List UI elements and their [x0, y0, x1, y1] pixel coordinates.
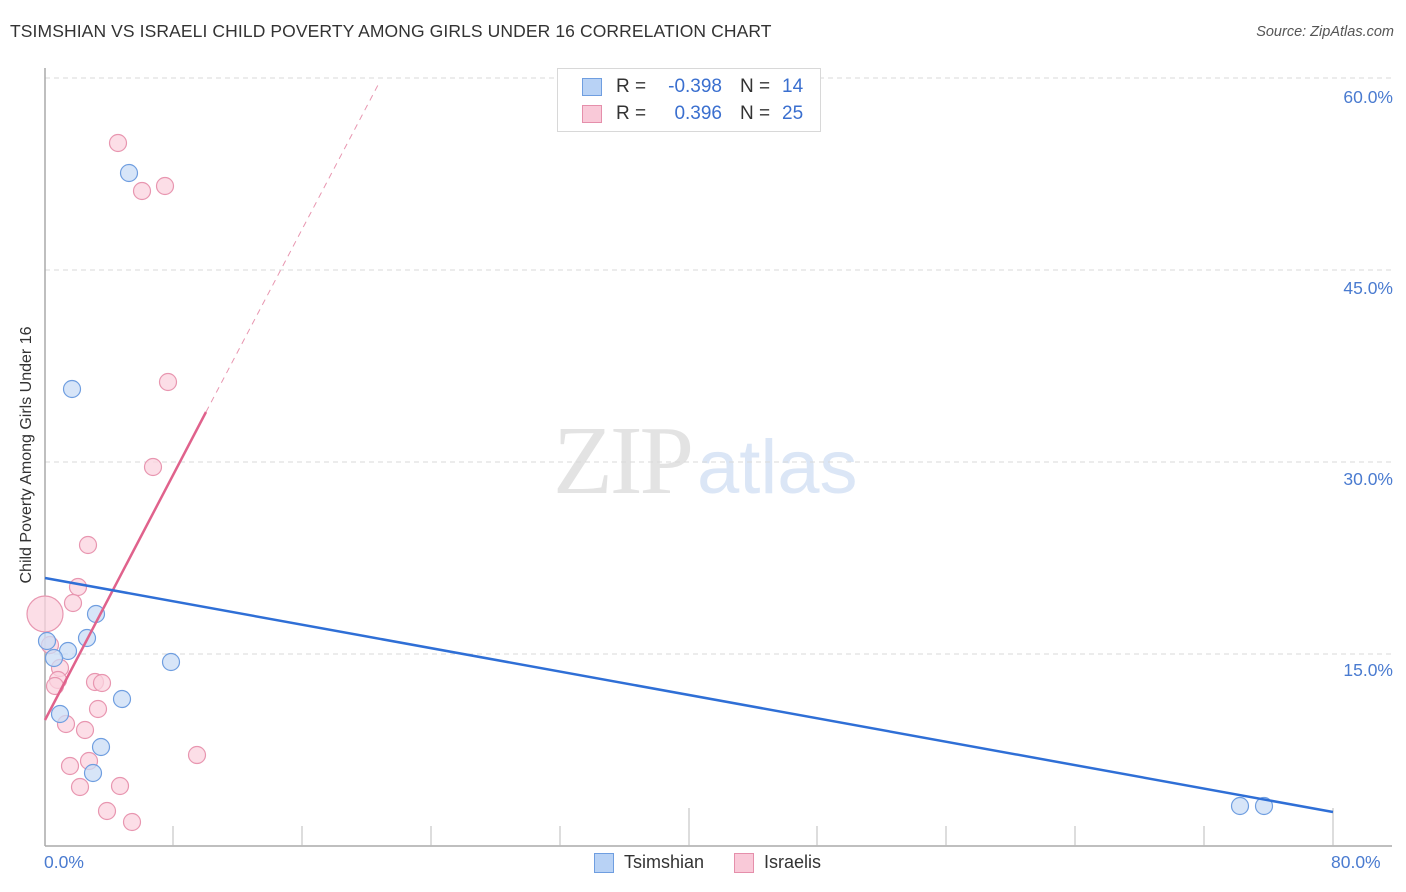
data-point[interactable] — [112, 689, 132, 709]
r-value: -0.398 — [668, 76, 722, 97]
y-tick-60: 60.0% — [1343, 87, 1393, 107]
r-label: R = — [616, 103, 647, 124]
watermark-atlas: atlas — [697, 425, 858, 510]
data-point[interactable] — [83, 763, 103, 783]
data-point[interactable] — [63, 593, 83, 613]
source-label: Source: ZipAtlas.com — [1256, 24, 1394, 40]
y-axis-label: Child Poverty Among Girls Under 16 — [18, 326, 35, 584]
data-point[interactable] — [60, 756, 80, 776]
n-value: 25 — [782, 103, 804, 124]
data-point[interactable] — [1254, 796, 1274, 816]
israelis-points — [26, 133, 207, 832]
tsimshian-swatch — [582, 78, 602, 96]
data-point[interactable] — [108, 133, 128, 153]
n-label: N = — [740, 76, 771, 97]
trend-lines — [43, 84, 1334, 814]
correlation-legend: R = -0.398 N = 14 R = 0.396 N = 25 — [557, 68, 821, 132]
series-legend: Tsimshian Israelis — [594, 852, 851, 873]
n-label: N = — [740, 103, 771, 124]
legend-label: Tsimshian — [624, 852, 705, 872]
legend-item-israelis[interactable]: Israelis — [734, 852, 821, 873]
data-point[interactable] — [110, 776, 130, 796]
data-point[interactable] — [158, 372, 178, 392]
data-point[interactable] — [92, 673, 112, 693]
data-point[interactable] — [50, 704, 70, 724]
x-tick-0: 0.0% — [44, 852, 84, 872]
tsimshian-trend-line — [44, 576, 1334, 814]
y-tick-15: 15.0% — [1343, 660, 1393, 680]
data-point[interactable] — [143, 457, 163, 477]
data-point[interactable] — [88, 699, 108, 719]
data-point[interactable] — [161, 652, 181, 672]
data-point[interactable] — [132, 181, 152, 201]
data-point[interactable] — [78, 535, 98, 555]
r-label: R = — [616, 76, 647, 97]
y-tick-45: 45.0% — [1343, 278, 1393, 298]
data-point[interactable] — [122, 812, 142, 832]
israelis-swatch — [734, 852, 755, 873]
data-point[interactable] — [1230, 796, 1250, 816]
legend-item-tsimshian[interactable]: Tsimshian — [594, 852, 704, 873]
data-point[interactable] — [62, 379, 82, 399]
y-tick-30: 30.0% — [1343, 469, 1393, 489]
data-point[interactable] — [187, 745, 207, 765]
data-point[interactable] — [119, 163, 139, 183]
watermark-zip: ZIP — [553, 407, 694, 515]
legend-row-tsimshian: R = -0.398 N = 14 — [582, 76, 803, 98]
israelis-swatch — [582, 105, 602, 123]
tsimshian-points — [37, 163, 1274, 816]
x-tick-80: 80.0% — [1331, 852, 1381, 872]
data-point[interactable] — [68, 577, 88, 597]
watermark: ZIPatlas — [553, 405, 858, 517]
data-point[interactable] — [97, 801, 117, 821]
data-point[interactable] — [44, 648, 64, 668]
legend-label: Israelis — [764, 852, 822, 872]
data-point[interactable] — [70, 777, 90, 797]
data-point[interactable] — [26, 595, 64, 633]
r-value: 0.396 — [674, 103, 722, 124]
n-value: 14 — [782, 76, 804, 97]
axes — [44, 68, 1392, 847]
tsimshian-swatch — [594, 852, 614, 873]
data-point[interactable] — [75, 720, 95, 740]
data-point[interactable] — [155, 176, 175, 196]
legend-row-israelis: R = 0.396 N = 25 — [582, 103, 803, 125]
gridlines — [45, 77, 1392, 655]
israelis-trend-dashed — [205, 84, 379, 413]
israelis-trend-line — [43, 411, 208, 721]
data-point[interactable] — [37, 631, 57, 651]
chart-title: TSIMSHIAN VS ISRAELI CHILD POVERTY AMONG… — [10, 21, 772, 41]
data-point[interactable] — [91, 737, 111, 757]
